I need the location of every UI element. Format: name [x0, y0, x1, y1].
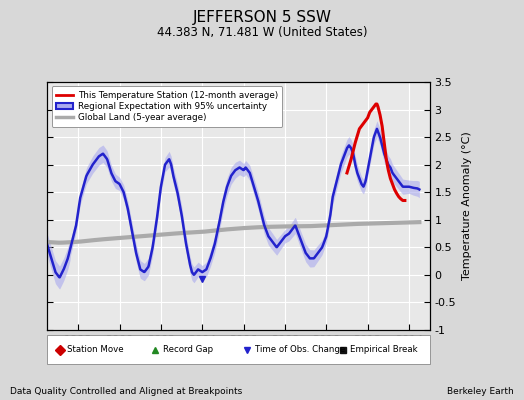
- Text: Berkeley Earth: Berkeley Earth: [447, 387, 514, 396]
- Legend: This Temperature Station (12-month average), Regional Expectation with 95% uncer: This Temperature Station (12-month avera…: [51, 86, 282, 126]
- Text: Data Quality Controlled and Aligned at Breakpoints: Data Quality Controlled and Aligned at B…: [10, 387, 243, 396]
- Text: 44.383 N, 71.481 W (United States): 44.383 N, 71.481 W (United States): [157, 26, 367, 39]
- Text: Station Move: Station Move: [68, 345, 124, 354]
- FancyBboxPatch shape: [47, 335, 430, 364]
- Text: Empirical Break: Empirical Break: [351, 345, 418, 354]
- Text: Time of Obs. Change: Time of Obs. Change: [255, 345, 345, 354]
- Text: Record Gap: Record Gap: [163, 345, 213, 354]
- Y-axis label: Temperature Anomaly (°C): Temperature Anomaly (°C): [462, 132, 472, 280]
- Text: JEFFERSON 5 SSW: JEFFERSON 5 SSW: [192, 10, 332, 25]
